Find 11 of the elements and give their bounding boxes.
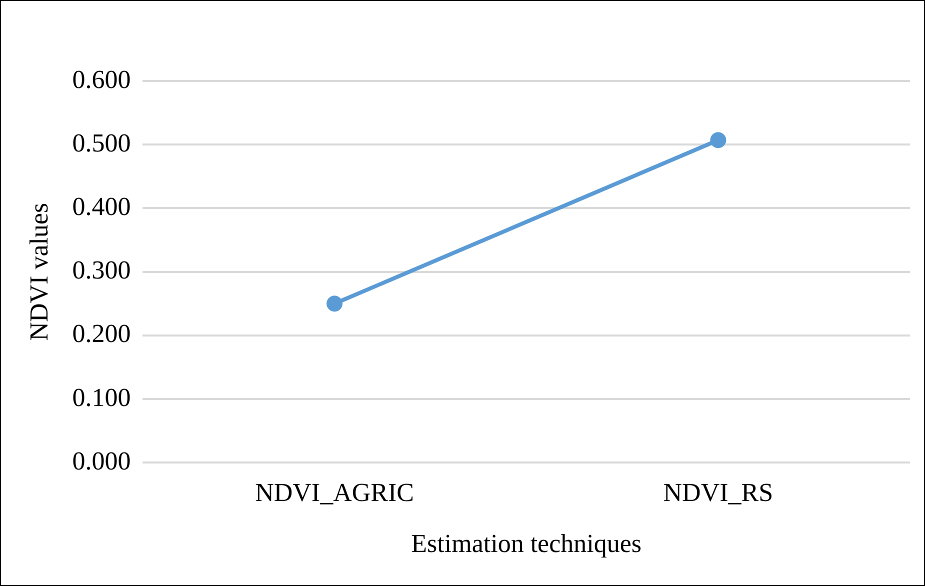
y-tick-label: 0.200	[72, 319, 131, 348]
y-tick-label: 0.600	[72, 64, 131, 94]
x-tick-label: NDVI_RS	[663, 478, 774, 508]
x-tick-label: NDVI_AGRIC	[255, 478, 414, 508]
y-tick-label: 0.400	[72, 192, 131, 222]
x-axis-title: Estimation techniques	[411, 529, 642, 558]
y-axis-title: NDVI values	[24, 202, 54, 341]
y-tick-label: 0.500	[72, 128, 131, 158]
y-tick-label: 0.000	[72, 446, 131, 476]
y-tick-label: 0.100	[72, 382, 131, 412]
y-tick-label: 0.300	[72, 256, 131, 285]
